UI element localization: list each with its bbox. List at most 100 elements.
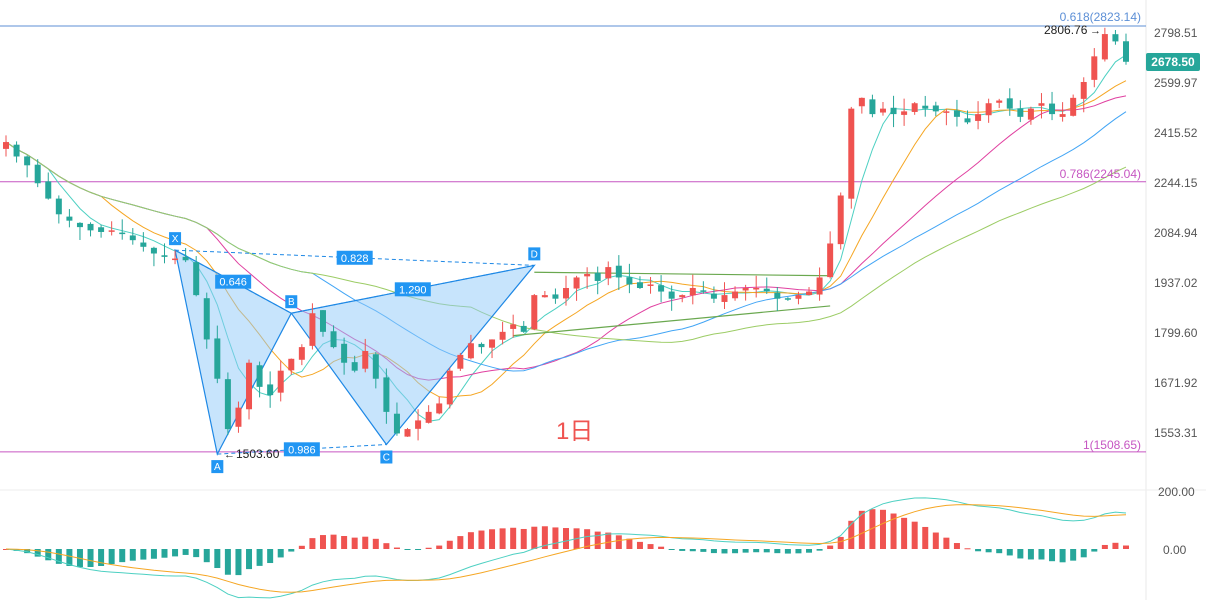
candle-body — [150, 247, 157, 254]
candle-body — [457, 354, 464, 369]
macd-histogram-bar — [24, 549, 31, 554]
macd-histogram-bar — [858, 510, 865, 549]
candle-body — [605, 267, 612, 279]
harmonic-point-label: B — [288, 297, 295, 308]
harmonic-point-badge — [169, 232, 182, 246]
candle-body — [922, 105, 929, 109]
price-tick-label: 1553.31 — [1154, 426, 1198, 440]
candle-body — [784, 298, 791, 300]
harmonic-point-label: C — [383, 452, 390, 463]
candle-body — [341, 343, 348, 363]
candle-body — [890, 107, 897, 115]
candle-body — [1080, 81, 1087, 99]
macd-histogram-bar — [1017, 549, 1024, 559]
price-axis[interactable]: 2798.51 2599.97 2415.52 2244.15 2084.94 … — [1154, 26, 1198, 557]
macd-histogram-bar — [932, 532, 939, 549]
harmonic-ratio-label: 0.986 — [288, 444, 316, 456]
harmonic-ratio-line — [291, 264, 535, 314]
macd-histogram-bar — [563, 528, 569, 549]
candle-body — [87, 223, 94, 231]
candle-body — [288, 358, 295, 371]
macd-histogram-bar — [774, 549, 781, 554]
candle-body — [552, 294, 559, 299]
macd-histogram-bar — [679, 549, 686, 551]
candle-body — [658, 285, 665, 292]
candle-body — [1070, 97, 1077, 116]
candle-body — [1038, 103, 1045, 106]
harmonic-ratio-label: 1.290 — [399, 284, 427, 296]
macd-histogram-bar — [55, 549, 62, 564]
macd-histogram-bar — [288, 549, 295, 552]
macd-histogram-bar — [436, 545, 443, 549]
candle-body — [520, 325, 527, 332]
candle-body — [108, 230, 115, 232]
macd-histogram-bar — [837, 536, 844, 549]
candle-body — [753, 287, 760, 290]
price-tick-label: 2244.15 — [1154, 176, 1198, 190]
candle-body — [489, 339, 496, 348]
macd-histogram-bar — [108, 549, 115, 565]
macd-histogram-bar — [510, 527, 517, 549]
candle-body — [235, 407, 242, 427]
macd-histogram-bar — [98, 549, 105, 566]
macd-histogram-bar — [309, 538, 316, 549]
candle-body — [858, 97, 865, 107]
candle-body — [478, 343, 485, 348]
macd-histogram-bar — [499, 528, 506, 549]
candle-body — [298, 347, 305, 360]
harmonic-ratio-label: 0.828 — [341, 253, 369, 265]
macd-histogram-bar — [795, 549, 802, 554]
macd-histogram-bar — [700, 549, 707, 552]
candle-body — [837, 195, 844, 245]
candle-body — [1101, 34, 1108, 60]
macd-histogram-bar — [415, 549, 422, 550]
candle-body — [985, 103, 992, 116]
candle-body — [1123, 41, 1129, 62]
candle-body — [393, 413, 400, 434]
candle-body — [573, 277, 580, 289]
candle-body — [1006, 98, 1013, 109]
price-tick-label: 1937.02 — [1154, 276, 1198, 290]
candle-body — [615, 265, 622, 278]
macd-histogram-bar — [636, 541, 643, 549]
macd-histogram-bar — [277, 549, 284, 558]
price-tick-label: 2084.94 — [1154, 226, 1198, 240]
macd-histogram-bar — [172, 549, 179, 557]
macd-histogram-bar — [552, 527, 559, 549]
candle-body — [721, 295, 728, 302]
price-tick-label: 2599.97 — [1154, 76, 1198, 90]
macd-histogram-bar — [393, 547, 400, 549]
candle-body — [55, 198, 62, 215]
macd-signal-line — [5, 504, 1127, 593]
candle-body — [34, 164, 41, 184]
candle-body — [45, 181, 52, 199]
macd-histogram-bar — [541, 526, 548, 549]
harmonic-point-badge — [528, 247, 541, 261]
macd-histogram-bar — [319, 535, 326, 549]
candle-body — [362, 350, 369, 369]
macd-histogram-bar — [901, 517, 908, 549]
harmonic-point-label: A — [214, 462, 221, 473]
macd-histogram-bar — [1070, 549, 1077, 561]
candle-body — [689, 287, 696, 296]
candle-body — [383, 377, 390, 412]
timeframe-annotation: 1日 — [556, 418, 593, 445]
price-tick-label: 2415.52 — [1154, 126, 1198, 140]
candle-body — [901, 111, 908, 115]
candle-body — [246, 362, 253, 410]
macd-histogram-bar — [140, 549, 147, 560]
macd-histogram-bar — [985, 549, 992, 553]
macd-histogram-bar — [150, 549, 157, 559]
price-tick-label: 1671.92 — [1154, 376, 1198, 390]
macd-histogram-bar — [119, 549, 126, 563]
macd-histogram-bar — [763, 549, 770, 553]
macd-histogram-bar — [298, 545, 305, 549]
moving-average-line — [5, 80, 1127, 399]
macd-signal-line — [5, 497, 1127, 599]
candle-body — [499, 331, 506, 340]
candle-body — [964, 118, 971, 123]
macd-histogram-bar — [615, 535, 622, 549]
macd-pane — [3, 497, 1129, 599]
candle-body — [732, 291, 739, 299]
